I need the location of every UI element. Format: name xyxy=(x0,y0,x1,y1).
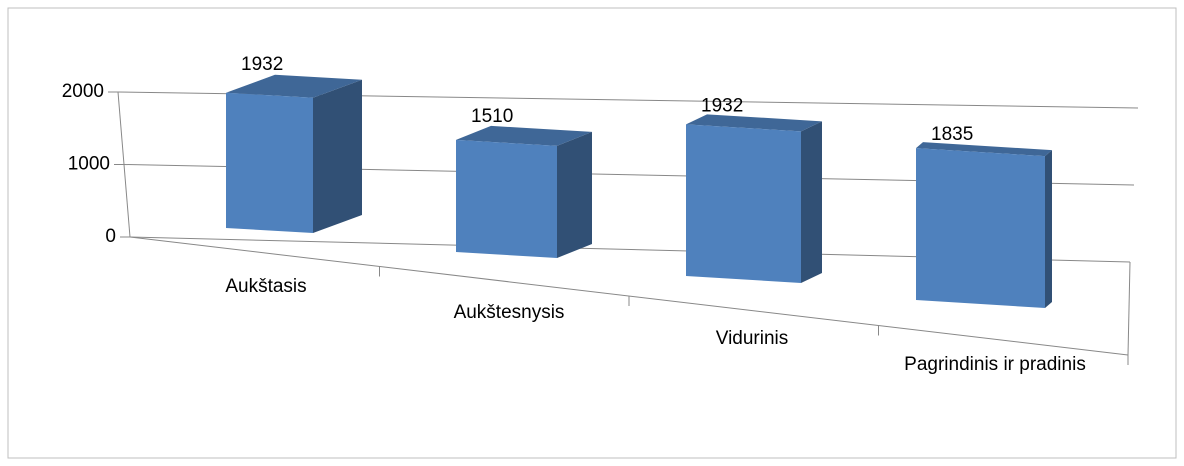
x-tick-label: Aukštasis xyxy=(225,276,307,297)
x-tick-label-box: Vidurinis xyxy=(715,328,789,349)
value-label: 1835 xyxy=(931,124,973,145)
x-tick-label: Pagrindinis ir pradinis xyxy=(904,354,1086,375)
bar-top xyxy=(456,125,592,146)
y-tick-label: 2000 xyxy=(62,81,104,102)
bar xyxy=(916,148,1045,308)
bar-side xyxy=(557,131,592,258)
bar-top xyxy=(686,114,822,132)
x-tick-label: Vidurinis xyxy=(715,328,789,349)
y-tick-label: 1000 xyxy=(68,154,110,175)
x-tick-label-box: Aukštasis xyxy=(225,276,307,297)
bar-side xyxy=(313,79,362,233)
value-label: 1932 xyxy=(241,54,283,75)
y-tick-label: 0 xyxy=(105,226,116,247)
bar xyxy=(226,92,313,233)
x-tick-label-box: Pagrindinis ir pradinis xyxy=(904,354,1086,375)
x-tick-label: Aukštesnysis xyxy=(453,302,565,323)
bar-top xyxy=(226,74,362,98)
value-label: 1510 xyxy=(471,106,513,127)
x-tick-label-box: Aukštesnysis xyxy=(453,302,565,323)
bar xyxy=(456,139,557,258)
bar-side xyxy=(801,121,822,283)
value-label: 1932 xyxy=(701,95,743,116)
bar-side xyxy=(1045,150,1052,308)
bar xyxy=(686,124,801,283)
bar-top xyxy=(916,142,1052,157)
floor-edge xyxy=(1127,261,1131,356)
